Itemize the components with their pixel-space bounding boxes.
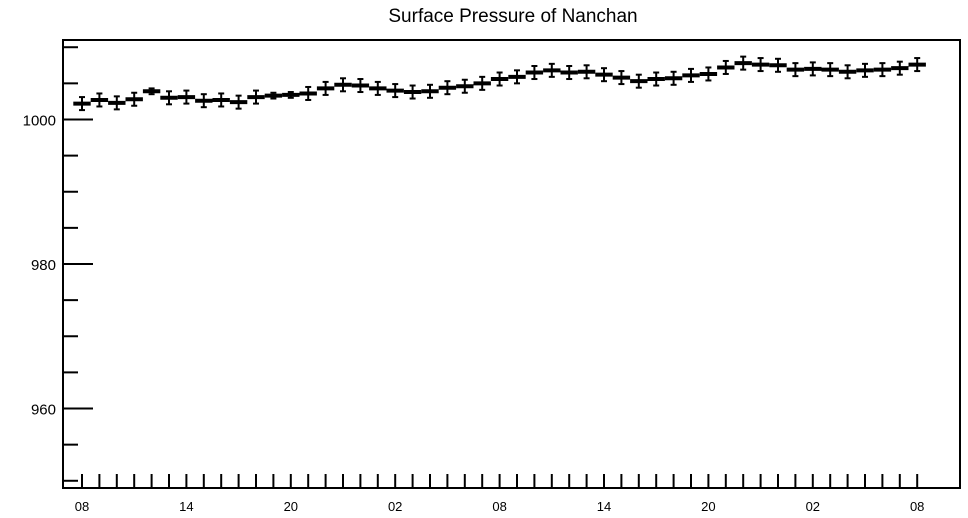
data-point (786, 62, 805, 78)
data-point (160, 90, 178, 106)
data-point (560, 65, 578, 81)
y-tick-label: 980 (31, 257, 56, 274)
data-point (717, 59, 735, 75)
data-point (212, 92, 230, 108)
data-point (891, 60, 909, 76)
data-point (125, 91, 143, 107)
data-point (316, 80, 335, 96)
data-point (751, 57, 770, 73)
data-point (873, 62, 892, 78)
data-point (90, 92, 109, 108)
data-point (386, 83, 404, 99)
y-tick-label: 960 (31, 402, 56, 419)
data-point (525, 65, 544, 81)
data-point (142, 87, 161, 96)
data-point (821, 62, 839, 78)
data-point (647, 71, 665, 87)
data-point (595, 67, 613, 83)
data-point (334, 77, 352, 93)
x-tick-label: 08 (910, 499, 924, 514)
x-axis: 08 14 20 02 08 14 20 02 08 (75, 474, 924, 514)
chart-title: Surface Pressure of Nanchan (388, 6, 637, 27)
x-tick-label: 02 (806, 499, 820, 514)
data-series (73, 55, 926, 112)
data-point (804, 61, 822, 77)
data-point (456, 78, 474, 94)
data-point (908, 57, 926, 73)
x-tick-label: 20 (284, 499, 298, 514)
data-point (247, 89, 265, 105)
data-point (490, 71, 509, 87)
data-point (734, 55, 752, 71)
data-point (630, 73, 648, 89)
data-point (369, 80, 387, 96)
data-point (403, 84, 422, 100)
data-point (577, 64, 596, 80)
x-tick-label: 02 (388, 499, 402, 514)
data-point (229, 94, 248, 110)
data-point (664, 70, 683, 86)
y-tick-label: 1000 (23, 112, 56, 129)
data-point (699, 66, 718, 82)
data-point (682, 67, 700, 83)
x-tick-label: 20 (701, 499, 715, 514)
data-point (282, 91, 300, 99)
plot-frame (62, 39, 961, 489)
data-point (73, 96, 91, 112)
x-tick-label: 14 (179, 499, 193, 514)
x-tick-label: 08 (492, 499, 506, 514)
data-point (264, 91, 283, 100)
data-point (856, 62, 874, 78)
data-point (438, 80, 457, 96)
data-point (612, 70, 631, 86)
x-tick-label: 08 (75, 499, 89, 514)
data-point (838, 64, 857, 80)
data-point (421, 83, 439, 99)
data-point (299, 85, 317, 101)
x-tick-label: 14 (597, 499, 611, 514)
data-point (195, 93, 213, 109)
data-point (177, 89, 196, 105)
data-point (543, 62, 561, 78)
data-point (108, 95, 126, 111)
data-point (473, 75, 491, 91)
data-point (351, 78, 370, 94)
data-point (769, 57, 787, 73)
y-axis: 960 980 1000 (23, 46, 93, 482)
data-point (508, 69, 526, 85)
